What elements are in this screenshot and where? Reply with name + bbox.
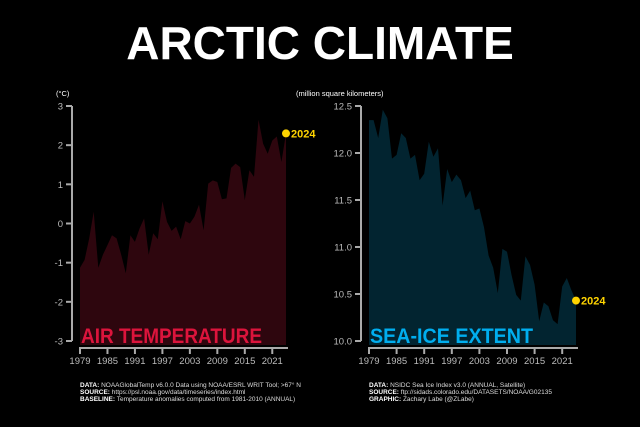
ice-y-tick-label: 12.5 [334, 102, 353, 113]
temp-y-tick-label: 0 [58, 219, 63, 230]
temp-area-series [80, 119, 286, 345]
temp-y-tick-label: -2 [55, 297, 63, 308]
footer-source: https://psl.noaa.gov/data/timeseries/ind… [111, 389, 246, 396]
ice-x-tick-label: 2021 [552, 356, 573, 367]
ice-chart-title: SEA-ICE EXTENT [370, 324, 533, 348]
ice-y-tick-label: 10.0 [334, 337, 353, 348]
page-title: ARCTIC CLIMATE [126, 17, 514, 69]
ice-highlight-point [572, 296, 580, 305]
temp-chart-title: AIR TEMPERATURE [81, 324, 262, 348]
ice-y-tick-label: 11.5 [334, 196, 352, 207]
temp-x-tick-label: 1979 [69, 356, 90, 367]
footer-label: BASELINE: [80, 396, 116, 403]
ice-highlight-label: 2024 [581, 296, 606, 308]
ice-area-series [369, 109, 576, 345]
ice-x-tick-label: 1997 [441, 356, 462, 367]
temp-y-tick-label: -1 [55, 258, 63, 269]
ice-y-tick-label: 12.0 [334, 149, 353, 160]
ice-y-tick-label: 11.0 [334, 243, 352, 254]
ice-x-tick-label: 1985 [386, 356, 407, 367]
temp-x-tick-label: 2015 [234, 356, 255, 367]
footer-left: DATA: NOAAGlobalTemp v6.0.0 Data using N… [80, 382, 301, 403]
temp-x-tick-label: 2009 [207, 356, 228, 367]
footer-label: DATA: [80, 382, 100, 389]
temp-x-tick-label: 1997 [152, 356, 173, 367]
ice-y-axis-unit: (million square kilometers) [296, 89, 384, 98]
ice-x-tick-label: 1991 [414, 356, 435, 367]
footer-graphic: Zachary Labe (@ZLabe) [402, 396, 474, 403]
ice-x-tick-label: 2009 [496, 356, 517, 367]
footer-source: ftp://sidads.colorado.edu/DATASETS/NOAA/… [400, 389, 552, 396]
temp-y-tick-label: -3 [55, 337, 63, 348]
ice-y-tick-label: 10.5 [334, 290, 353, 301]
ice-x-tick-label: 2003 [469, 356, 490, 367]
temp-x-tick-label: 1985 [97, 356, 118, 367]
footer-label: SOURCE: [80, 389, 110, 396]
ice-x-tick-label: 1979 [358, 356, 379, 367]
footer-label: GRAPHIC: [369, 396, 402, 403]
temp-x-tick-label: 2003 [179, 356, 200, 367]
temp-y-tick-label: 1 [58, 180, 63, 191]
temp-y-tick-label: 3 [58, 102, 63, 113]
temp-x-tick-label: 2021 [262, 356, 283, 367]
temp-y-tick-label: 2 [58, 141, 63, 152]
temp-highlight-label: 2024 [291, 128, 316, 140]
temp-x-tick-label: 1991 [124, 356, 145, 367]
ice-x-tick-label: 2015 [524, 356, 545, 367]
temp-y-axis-unit: (°C) [56, 89, 70, 98]
footer-data: NOAAGlobalTemp v6.0.0 Data using NOAA/ES… [101, 382, 301, 389]
footer-label: DATA: [369, 382, 389, 389]
footer-label: SOURCE: [369, 389, 399, 396]
temp-highlight-point [282, 129, 290, 138]
footer-baseline: Temperature anomalies computed from 1981… [116, 396, 296, 403]
footer-right: DATA: NSIDC Sea Ice Index v3.0 (ANNUAL, … [369, 382, 552, 403]
footer-data: NSIDC Sea Ice Index v3.0 (ANNUAL, Satell… [390, 382, 526, 389]
